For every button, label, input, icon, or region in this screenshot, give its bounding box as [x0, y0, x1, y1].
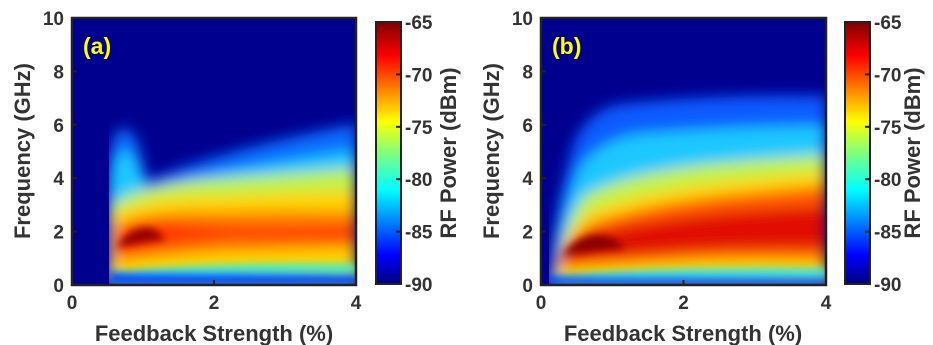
- x-axis-label-a: Feedback Strength (%): [95, 321, 333, 345]
- axes-a-ticks: 0 2 4 0 2 4 6 8 10: [43, 9, 362, 314]
- colorbar-tick-label-a-1: -70: [405, 65, 432, 86]
- colorbar-tick-label-b-5: -90: [874, 275, 901, 296]
- heatmap-b: [541, 18, 826, 285]
- colorbar-tick-label-a-0: -65: [405, 13, 433, 34]
- y-tick-label-a-1: 2: [53, 223, 64, 244]
- heatmap-b-peak: [562, 235, 625, 256]
- axes-b-ticks: 0 2 4 0 2 4 6 8 10: [512, 9, 832, 314]
- x-tick-label-b-2: 4: [821, 293, 832, 314]
- heatmap-a-low-freq-cyan: [112, 263, 356, 272]
- panel-b: 0 2 4 0 2 4 6 8 10 (b) Feedback Strength (%) Fre…: [479, 9, 925, 345]
- y-tick-label-b-5: 10: [512, 9, 533, 30]
- y-tick-label-b-4: 8: [522, 62, 533, 83]
- y-tick-label-b-2: 4: [522, 169, 533, 190]
- y-tick-label-a-0: 0: [53, 276, 64, 297]
- colorbar-a: [375, 21, 402, 285]
- x-tick-label-b-0: 0: [536, 293, 547, 314]
- colorbar-tick-label-b-2: -75: [874, 118, 902, 139]
- colorbar-tick-label-a-4: -85: [405, 223, 433, 244]
- colorbar-tick-label-b-4: -85: [874, 223, 902, 244]
- panel-a: 0 2 4 0 2 4 6 8 10 (a) Feedback Strength (%) Fre…: [10, 9, 461, 345]
- y-tick-label-a-4: 8: [53, 62, 64, 83]
- x-tick-label-a-0: 0: [67, 293, 78, 314]
- heatmap-a-no-feedback-region: [72, 18, 109, 285]
- y-tick-label-b-0: 0: [522, 276, 533, 297]
- x-tick-label-a-2: 4: [351, 293, 362, 314]
- colorbar-tick-label-b-3: -80: [874, 170, 901, 191]
- y-axis-label-a: Frequency (GHz): [10, 63, 35, 239]
- heatmap-a: [72, 18, 356, 285]
- colorbar-a-ticks: -65 -70 -75 -80 -85 -90: [396, 13, 433, 296]
- y-tick-label-a-3: 6: [53, 116, 64, 137]
- heatmap-a-low-freq-blue: [110, 272, 356, 285]
- heatmap-b-no-feedback-region: [541, 18, 549, 285]
- colorbar-tick-label-a-3: -80: [405, 170, 432, 191]
- colorbar-tick-label-b-1: -70: [874, 65, 901, 86]
- x-tick-label-b-1: 2: [678, 293, 689, 314]
- panel-a-label: (a): [83, 33, 111, 59]
- y-tick-label-b-3: 6: [522, 116, 533, 137]
- heatmap-a-band-red: [116, 221, 356, 255]
- colorbar-tick-label-a-5: -90: [405, 275, 432, 296]
- y-tick-label-a-2: 4: [53, 169, 64, 190]
- colorbar-tick-label-b-0: -65: [874, 13, 902, 34]
- y-axis-label-b: Frequency (GHz): [479, 63, 504, 239]
- colorbar-b-ticks: -65 -70 -75 -80 -85 -90: [865, 13, 902, 296]
- colorbar-a-label: RF Power (dBm): [436, 67, 461, 238]
- y-tick-label-b-1: 2: [522, 223, 533, 244]
- heatmap-b-low-freq-blue: [548, 276, 826, 285]
- heatmap-b-low-freq-cyan: [552, 267, 826, 276]
- x-tick-label-a-1: 2: [209, 293, 220, 314]
- heatmap-a-peak: [116, 227, 165, 248]
- panel-b-label: (b): [552, 33, 581, 59]
- colorbar-tick-label-a-2: -75: [405, 118, 433, 139]
- x-axis-label-b: Feedback Strength (%): [564, 321, 802, 345]
- y-tick-label-a-5: 10: [43, 9, 64, 30]
- colorbar-b: [844, 21, 871, 285]
- colorbar-b-label: RF Power (dBm): [900, 67, 925, 238]
